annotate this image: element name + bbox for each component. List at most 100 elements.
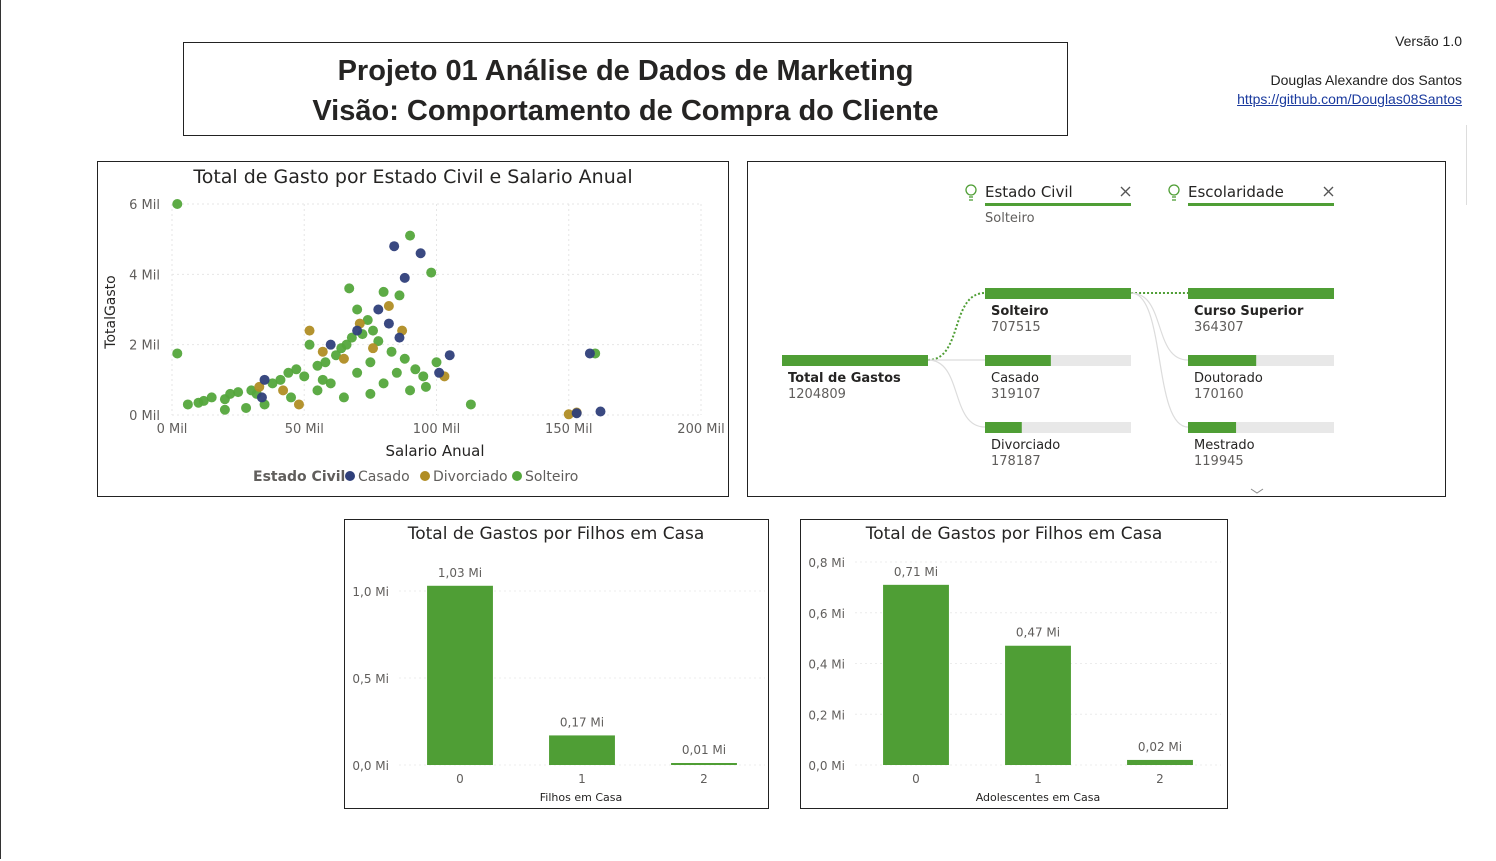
scatter-point-solteiro[interactable] <box>198 395 209 406</box>
scatter-legend[interactable]: Estado Civil Casado Divorciado Solteiro <box>253 469 578 485</box>
scatter-point-solteiro[interactable] <box>291 364 302 375</box>
scatter-point-solteiro[interactable] <box>241 402 252 413</box>
level1-close-icon[interactable] <box>1120 186 1131 197</box>
scatter-point-solteiro[interactable] <box>352 304 363 315</box>
scatter-point-divorciado[interactable] <box>254 381 265 392</box>
scatter-point-solteiro[interactable] <box>399 353 410 364</box>
scatter-point-solteiro[interactable] <box>286 392 297 403</box>
scatter-point-solteiro[interactable] <box>341 339 352 350</box>
level1-header[interactable]: Estado Civil Solteiro <box>965 183 1131 226</box>
scatter-point-solteiro[interactable] <box>317 374 328 385</box>
scatter-point-casado[interactable] <box>434 367 445 378</box>
scatter-point-solteiro[interactable] <box>330 350 341 361</box>
bar-1[interactable] <box>1005 645 1071 765</box>
scatter-point-solteiro[interactable] <box>346 332 357 343</box>
scatter-point-solteiro[interactable] <box>378 378 389 389</box>
scatter-point-solteiro[interactable] <box>206 392 217 403</box>
bar-2[interactable] <box>1127 759 1193 765</box>
scatter-point-casado[interactable] <box>256 392 267 403</box>
scatter-point-solteiro[interactable] <box>312 360 323 371</box>
scatter-point-solteiro[interactable] <box>420 381 431 392</box>
scatter-point-solteiro[interactable] <box>338 392 349 403</box>
scatter-point-solteiro[interactable] <box>410 364 421 375</box>
scatter-point-divorciado[interactable] <box>317 346 328 357</box>
scatter-point-solteiro[interactable] <box>426 267 437 278</box>
scatter-legend-item[interactable]: Divorciado <box>433 469 508 485</box>
tree-node-bar <box>985 288 1131 299</box>
scatter-point-solteiro[interactable] <box>418 371 429 382</box>
scatter-point-casado[interactable] <box>259 374 270 385</box>
scatter-point-solteiro[interactable] <box>405 385 416 396</box>
scatter-point-solteiro[interactable] <box>219 404 230 415</box>
scatter-point-casado[interactable] <box>444 350 455 361</box>
decomposition-tree-card[interactable]: Estado Civil Solteiro Escolaridade Total… <box>747 161 1446 497</box>
scatter-point-solteiro[interactable] <box>312 385 323 396</box>
scatter-point-divorciado[interactable] <box>383 300 394 311</box>
scatter-point-casado[interactable] <box>352 325 363 336</box>
scatter-point-solteiro[interactable] <box>373 336 384 347</box>
scatter-point-divorciado[interactable] <box>293 399 304 410</box>
scatter-point-casado[interactable] <box>399 272 410 283</box>
bar-0[interactable] <box>427 585 493 765</box>
scatter-point-solteiro[interactable] <box>431 357 442 368</box>
scatter-point-solteiro[interactable] <box>365 357 376 368</box>
github-link[interactable]: https://github.com/Douglas08Santos <box>1237 91 1462 107</box>
scatter-point-casado[interactable] <box>584 348 595 359</box>
scatter-point-solteiro[interactable] <box>182 399 193 410</box>
scatter-point-divorciado[interactable] <box>368 343 379 354</box>
scatter-point-solteiro[interactable] <box>391 367 402 378</box>
scatter-point-solteiro[interactable] <box>275 374 286 385</box>
scatter-point-solteiro[interactable] <box>362 315 373 326</box>
scatter-point-solteiro[interactable] <box>386 346 397 357</box>
scatter-point-divorciado[interactable] <box>278 385 289 396</box>
scatter-point-solteiro[interactable] <box>267 378 278 389</box>
scatter-point-divorciado[interactable] <box>563 409 574 420</box>
scatter-point-casado[interactable] <box>415 248 426 259</box>
scatter-point-casado[interactable] <box>389 241 400 252</box>
scatter-point-solteiro[interactable] <box>172 348 183 359</box>
scatter-chart-card[interactable]: Total de Gasto por Estado Civil e Salari… <box>97 161 729 497</box>
scatter-legend-item[interactable]: Casado <box>358 469 410 485</box>
scatter-point-divorciado[interactable] <box>304 325 315 336</box>
bar-chart-adolescentes-card[interactable]: Total de Gastos por Filhos em Casa Adole… <box>800 519 1228 809</box>
scatter-point-solteiro[interactable] <box>465 399 476 410</box>
scatter-legend-item[interactable]: Solteiro <box>525 469 578 485</box>
scatter-point-solteiro[interactable] <box>304 339 315 350</box>
level2-close-icon[interactable] <box>1323 186 1334 197</box>
scatter-point-solteiro[interactable] <box>320 357 331 368</box>
scatter-point-solteiro[interactable] <box>233 387 244 398</box>
bar-0[interactable] <box>883 584 949 765</box>
scatter-point-solteiro[interactable] <box>378 286 389 297</box>
scatter-point-casado[interactable] <box>373 304 384 315</box>
scatter-point-solteiro[interactable] <box>344 283 355 294</box>
scatter-point-solteiro[interactable] <box>368 325 379 336</box>
scatter-point-solteiro[interactable] <box>283 367 294 378</box>
bar-chart-filhos-card[interactable]: Total de Gastos por Filhos em Casa Filho… <box>344 519 769 809</box>
scatter-point-solteiro[interactable] <box>325 378 336 389</box>
scatter-point-divorciado[interactable] <box>338 353 349 364</box>
scatter-point-solteiro[interactable] <box>299 371 310 382</box>
scatter-point-solteiro[interactable] <box>352 367 363 378</box>
scatter-point-casado[interactable] <box>571 408 582 419</box>
scatter-point-solteiro[interactable] <box>172 199 183 209</box>
scatter-point-solteiro[interactable] <box>394 290 405 301</box>
scatter-point-casado[interactable] <box>394 332 405 343</box>
level2-header[interactable]: Escolaridade <box>1168 183 1334 206</box>
scatter-point-solteiro[interactable] <box>365 388 376 399</box>
scatter-point-casado[interactable] <box>325 339 336 350</box>
scatter-point-casado[interactable] <box>383 318 394 329</box>
scatter-point-solteiro[interactable] <box>405 230 416 241</box>
bar-1[interactable] <box>549 735 615 765</box>
scatter-point-casado[interactable] <box>595 406 606 417</box>
chevron-down-icon[interactable] <box>1250 488 1264 494</box>
scatter-point-solteiro[interactable] <box>225 388 236 399</box>
tree-node-label: Solteiro <box>991 304 1049 319</box>
bar-2[interactable] <box>671 763 737 765</box>
